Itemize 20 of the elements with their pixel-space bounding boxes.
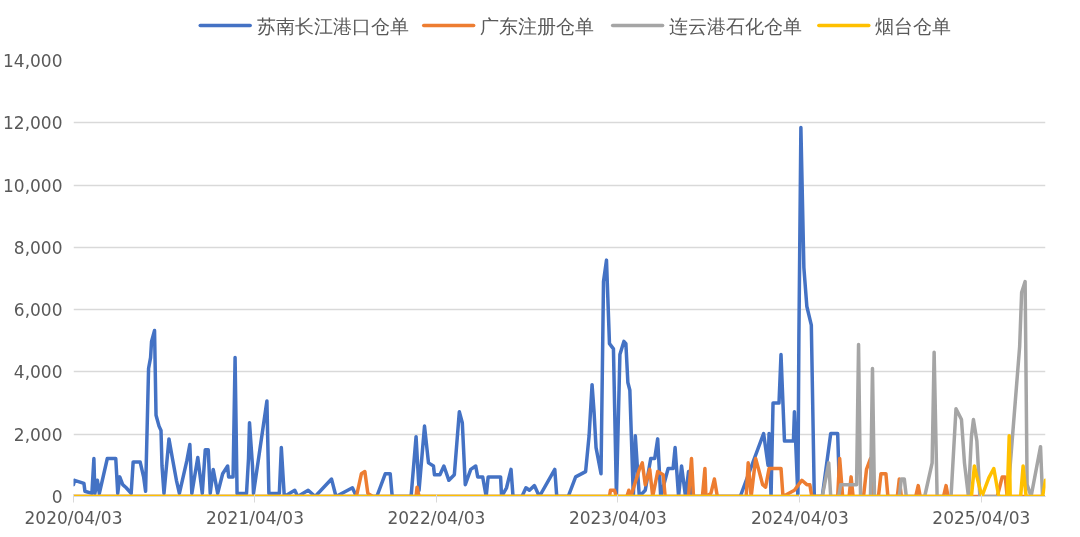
x-tick-label: 2021/04/03 [205,507,304,528]
x-tick-label: 2022/04/03 [387,507,486,528]
y-tick-label: 10,000 [3,175,63,196]
x-tick-label: 2025/04/03 [932,507,1031,528]
y-tick-label: 14,000 [3,51,63,71]
line-series [73,434,1046,497]
legend-label: 广东注册仓单 [480,14,595,37]
legend-label: 连云港石化仓单 [668,14,802,37]
x-tick-label: 2023/04/03 [568,507,667,528]
y-tick-label: 12,000 [3,113,63,134]
y-tick-label: 4,000 [13,362,63,383]
y-tick-label: 6,000 [13,300,63,321]
y-tick-label: 8,000 [13,237,63,258]
y-tick-label: 2,000 [13,424,63,445]
x-tick-label: 2020/04/03 [24,507,123,528]
y-tick-label: 0 [51,487,63,507]
legend-label: 苏南长江港口仓单 [256,14,409,37]
x-tick-label: 2024/04/03 [750,507,849,528]
line-series [73,125,842,497]
legend-label: 烟台仓单 [875,14,952,37]
